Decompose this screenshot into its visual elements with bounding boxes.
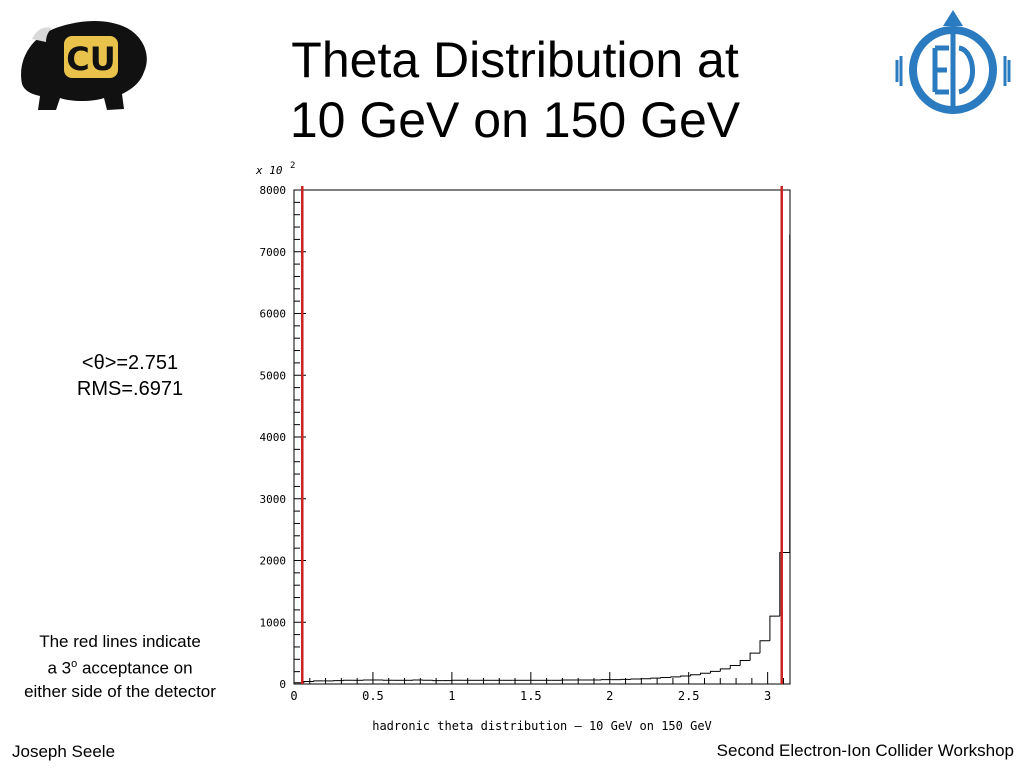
slide-title: Theta Distribution at 10 GeV on 150 GeV	[200, 30, 830, 150]
x-tick-label: 2.5	[678, 689, 700, 703]
eic-letter-d	[958, 45, 975, 95]
histogram-bin	[729, 664, 741, 669]
histogram-bin	[769, 615, 780, 641]
histogram-bin	[779, 551, 790, 617]
note-line-2-pre: a 3	[47, 658, 72, 678]
eic-arrow-head	[943, 10, 963, 26]
red-lines-note: The red lines indicate a 3o acceptance o…	[0, 630, 240, 703]
y-multiplier-label: x 10	[255, 164, 283, 177]
histogram-bin	[700, 672, 711, 675]
note-line-2-post: acceptance on	[77, 658, 193, 678]
cu-letters: CU	[66, 40, 115, 78]
footer-workshop: Second Electron-Ion Collider Workshop	[716, 741, 1014, 760]
x-tick-label: 1	[448, 689, 455, 703]
x-tick-label: 0	[290, 689, 297, 703]
x-axis-label: hadronic theta distribution — 10 GeV on …	[372, 719, 712, 733]
x-tick-label: 2	[606, 689, 613, 703]
theta-histogram-chart: 0 1000 2000 3000 4000 5000 6000 7000 8000 0 0.5 1 1.…	[255, 161, 791, 733]
y-tick-label: 7000	[260, 246, 287, 259]
degree-superscript: o	[71, 658, 78, 670]
eic-logo	[895, 8, 1015, 123]
histogram-bin	[313, 680, 324, 682]
x-tick-label: 3	[764, 689, 771, 703]
stats-box: <θ>=2.751 RMS=.6971	[30, 350, 230, 402]
histogram-bin	[660, 677, 671, 679]
eic-letter-e	[932, 45, 949, 95]
y-tick-label: 2000	[260, 555, 287, 568]
stats-mean: <θ>=2.751	[81, 352, 179, 374]
note-line-3: either side of the detector	[24, 681, 216, 701]
histogram-bin	[749, 652, 761, 661]
y-tick-label: 0	[279, 678, 286, 691]
buffalo-horn	[32, 27, 52, 42]
y-tick-label: 1000	[260, 616, 287, 629]
footer-author: Joseph Seele	[12, 742, 116, 761]
histogram-bin	[303, 681, 314, 683]
eic-logo-icon	[895, 10, 1011, 114]
histogram-bin	[759, 640, 770, 654]
y-multiplier-exponent: 2	[290, 161, 295, 171]
y-tick-label: 3000	[260, 493, 287, 506]
histogram-bin	[719, 668, 731, 672]
histogram-bin	[293, 682, 304, 684]
slide-title-line-2: 10 GeV on 150 GeV	[289, 92, 741, 148]
x-tick-label: 0.5	[362, 689, 384, 703]
y-tick-label: 5000	[260, 369, 287, 382]
eic-right-marks	[1003, 56, 1011, 86]
eic-left-marks	[895, 56, 903, 86]
note-line-2: a 3o acceptance on	[0, 653, 240, 680]
x-tick-label: 1.5	[520, 689, 542, 703]
cu-buffalo-logo-icon: CU	[21, 21, 147, 110]
histogram-bin	[739, 660, 751, 666]
cu-buffalo-logo: CU	[12, 14, 157, 114]
histogram-bin	[709, 670, 721, 674]
y-tick-label: 8000	[260, 184, 287, 197]
stats-rms: RMS=.6971	[76, 378, 184, 400]
slide-title-line-1: Theta Distribution at	[291, 32, 739, 88]
y-tick-label: 6000	[260, 308, 287, 321]
y-tick-label: 4000	[260, 431, 287, 444]
histogram-bin	[680, 675, 691, 677]
histogram-bin	[650, 677, 661, 679]
note-line-1: The red lines indicate	[39, 632, 201, 651]
histogram-bin	[670, 676, 681, 678]
cu-letters-bg	[64, 36, 118, 78]
plot-frame	[293, 189, 791, 685]
histogram-bin	[690, 674, 701, 676]
